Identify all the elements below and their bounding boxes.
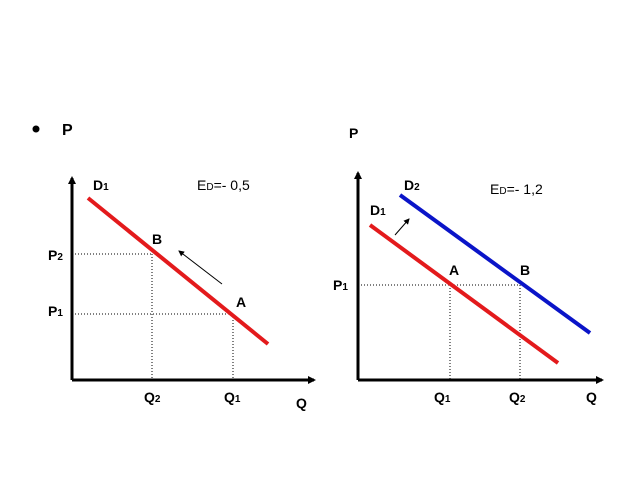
curve-label: D1 — [370, 202, 386, 218]
axis-label: Q — [586, 389, 597, 405]
curve-label: D1 — [93, 177, 109, 193]
move-arrow — [178, 250, 223, 285]
shift-arrow — [394, 218, 410, 236]
demand-curve — [368, 223, 560, 365]
price-label: P2 — [48, 247, 63, 263]
elasticity-label: ED=- 0,5 — [197, 177, 250, 193]
curve-label: D2 — [404, 177, 420, 193]
price-label: P1 — [333, 277, 348, 293]
title: P — [62, 122, 73, 139]
elasticity-label: ED=- 1,2 — [490, 181, 543, 197]
point-label: B — [520, 262, 530, 278]
quantity-label: Q2 — [509, 389, 526, 405]
demand-curve — [86, 196, 270, 346]
left-diagram: D1 ED=- 0,5 B A P2 P1 Q2 Q1 Q — [48, 176, 316, 411]
quantity-label: Q1 — [434, 389, 451, 405]
axis-label: Q — [296, 395, 307, 411]
right-diagram: P D2 D1 ED=- 1,2 A B P1 Q1 Q2 Q — [333, 125, 604, 405]
bullet — [32, 125, 40, 133]
point-label: B — [152, 231, 162, 247]
price-label: P1 — [48, 303, 63, 319]
demand-curve — [398, 193, 592, 335]
point-label: A — [449, 262, 459, 278]
point-label: A — [236, 294, 246, 310]
axis-label: P — [349, 125, 358, 141]
quantity-label: Q1 — [224, 389, 241, 405]
quantity-label: Q2 — [144, 389, 161, 405]
